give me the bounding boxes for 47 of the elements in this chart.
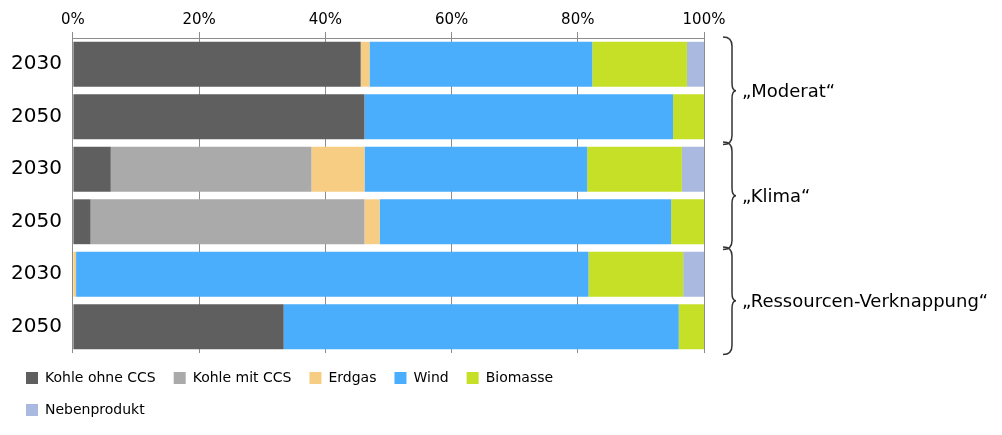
x-tick-label: 0% [61, 9, 85, 28]
y-tick-label: 2030 [10, 260, 62, 285]
bar [76, 251, 589, 297]
bar [681, 146, 704, 192]
bar [283, 304, 679, 350]
bar [311, 146, 365, 192]
bar [73, 94, 365, 140]
bar [671, 199, 704, 245]
x-tick-label: 100% [682, 9, 726, 28]
bar [587, 146, 682, 192]
x-tick-label: 20% [182, 9, 216, 28]
bar [592, 41, 687, 87]
bar [379, 199, 672, 245]
bar [110, 146, 312, 192]
bar [90, 199, 365, 245]
bar [73, 251, 77, 297]
bar [683, 251, 704, 297]
bar [73, 199, 91, 245]
legend-label: Biomasse [485, 368, 554, 385]
bar [364, 94, 674, 140]
y-tick-label: 2030 [10, 155, 62, 180]
x-tick-label: 40% [308, 9, 343, 28]
legend-label: Kohle ohne CCS [45, 368, 156, 385]
y-tick-label: 2050 [10, 102, 62, 127]
x-tick-label: 60% [434, 9, 469, 28]
text: „Klima“ [742, 184, 811, 206]
y-tick-label: 2030 [10, 50, 62, 75]
bar [364, 146, 588, 192]
text: „Ressourcen-Verknappung“ [742, 289, 989, 311]
text: „Moderat“ [742, 79, 836, 101]
legend-label: Wind [413, 368, 449, 385]
legend-label: Erdgas [328, 368, 377, 385]
bar [73, 146, 111, 192]
bar [673, 94, 704, 140]
legend-label: Kohle mit CCS [192, 368, 292, 385]
x-tick-label: 80% [561, 9, 595, 28]
bar [588, 251, 684, 297]
bar [369, 41, 593, 87]
y-tick-label: 2050 [10, 312, 62, 337]
bar [73, 41, 361, 87]
bar [360, 41, 370, 87]
bar [364, 199, 380, 245]
legend-label: Nebenprodukt [45, 400, 146, 417]
bar [73, 304, 284, 350]
bar [686, 41, 704, 87]
bar [678, 304, 704, 350]
y-tick-label: 2050 [10, 207, 62, 232]
